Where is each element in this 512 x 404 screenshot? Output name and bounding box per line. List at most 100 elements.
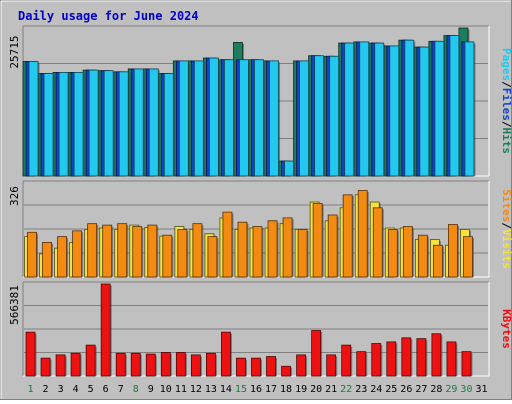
bar-bottom-kbytes-day-17: KBytes 17: 120000 [266,356,276,377]
bar-top-pages-day-10: Pages 10: 17800 [163,73,174,177]
bar-bottom-kbytes-day-2: KBytes 2: 110000 [40,357,51,377]
bar-bottom-kbytes-day-6: KBytes 6: 566381 [100,283,111,377]
x-tick-label-3: 3 [58,384,64,395]
bar-bottom-kbytes-day-24: KBytes 24: 200000 [371,343,382,377]
legend-item-hits: Hits [500,128,512,155]
bar-bottom-kbytes-day-29: KBytes 29: 210000 [446,341,457,377]
bar-top-pages-day-12: Pages 12: 20000 [193,60,204,177]
bar-bottom-kbytes-day-1: KBytes 1: 270000 [25,331,36,377]
bar-top-pages-day-25: Pages 25: 22600 [389,45,400,177]
bar-bottom-kbytes-day-5: KBytes 5: 190000 [85,344,96,377]
bar-middle-sites-day-1: Sites 1: 155 [27,231,37,278]
bar-top-pages-day-26: Pages 26: 23600 [404,39,415,177]
bar-top-pages-day-14: Pages 14: 20200 [224,59,234,177]
bar-top-pages-day-13: Pages 13: 20500 [209,57,219,177]
bar-bottom-kbytes-day-3: KBytes 3: 130000 [55,354,66,377]
bar-middle-sites-day-24: Sites 24: 240 [372,207,383,278]
bar-bottom-kbytes-day-10: KBytes 10: 145000 [160,352,171,377]
chart-panels: 25715Hits 1: 19900Hits 2: 17800Hits 3: 1… [8,25,512,377]
x-tick-label-27: 27 [415,384,427,395]
x-tick-label-14: 14 [220,384,232,395]
x-tick-label-4: 4 [73,384,79,395]
bar-bottom-kbytes-day-11: KBytes 11: 145000 [175,352,186,377]
bar-top-pages-day-24: Pages 24: 23100 [374,42,385,177]
bar-bottom-kbytes-day-21: KBytes 21: 130000 [326,354,337,377]
legend-item-files: Files [500,88,512,121]
bar-top-pages-day-11: Pages 11: 20000 [178,60,189,177]
bar-middle-sites-day-7: Sites 7: 185 [117,223,128,278]
x-tick-label-28: 28 [430,384,442,395]
x-tick-label-16: 16 [250,384,262,395]
x-tick-label-26: 26 [400,384,412,395]
bar-bottom-kbytes-day-27: KBytes 27: 230000 [416,338,427,377]
bar-top-pages-day-9: Pages 9: 18600 [148,68,159,177]
bar-bottom-kbytes-day-8: KBytes 8: 140000 [130,352,141,377]
x-tick-label-23: 23 [355,384,367,395]
legend-top: Pages/Files/Hits [500,48,512,154]
x-tick-label-1: 1 [28,384,34,395]
x-tick-label-5: 5 [88,384,94,395]
bar-bottom-kbytes-day-13: KBytes 13: 140000 [206,352,216,377]
bar-top-pages-day-19: Pages 19: 20000 [299,60,309,177]
bar-top-pages-day-29: Pages 29: 24400 [449,35,460,177]
bar-top-pages-day-15: Pages 15: 20200 [239,59,249,177]
bar-middle-sites-day-17: Sites 17: 195 [267,220,278,278]
bar-bottom-kbytes-day-23: KBytes 23: 150000 [356,351,367,377]
y-max-label: 25715 [8,35,21,68]
bar-bottom-kbytes-day-15: KBytes 15: 110000 [236,357,246,377]
legend-item-pages: Pages [500,48,512,81]
bar-middle-sites-day-11: Sites 11: 165 [177,229,188,278]
bar-top-pages-day-4: Pages 4: 18000 [73,72,84,177]
bar-middle-sites-day-25: Sites 25: 165 [387,229,398,278]
bar-top-pages-day-20: Pages 20: 20900 [314,55,325,177]
x-tick-label-19: 19 [295,384,307,395]
bar-top-pages-day-21: Pages 21: 20800 [329,55,340,177]
panel-bottom: 566381 KBytes 1: 270000 KBytes 2: 110000 KB… [8,281,512,377]
x-tick-label-8: 8 [133,384,139,395]
x-tick-label-20: 20 [310,384,322,395]
panel-middle: 326Visits 1: 140Visits 2: 80Visits 3: 10… [8,180,512,278]
bar-top-pages-day-22: Pages 22: 23100 [344,42,355,177]
legend-separator: / [500,222,512,229]
bar-bottom-kbytes-day-16: KBytes 16: 110000 [251,357,261,377]
bar-middle-sites-day-20: Sites 20: 255 [312,203,323,278]
x-tick-label-25: 25 [385,384,397,395]
bar-middle-sites-day-16: Sites 16: 175 [252,226,263,278]
x-tick-label-17: 17 [265,384,277,395]
x-tick-label-18: 18 [280,384,292,395]
panel-top: 25715Hits 1: 19900Hits 2: 17800Hits 3: 1… [8,25,512,177]
bar-middle-sites-day-13: Sites 13: 140 [207,236,218,278]
bar-middle-sites-day-30: Sites 30: 140 [463,236,473,278]
bar-top-pages-day-16: Pages 16: 20200 [254,59,264,177]
bar-bottom-kbytes-day-18: KBytes 18: 60000 [281,365,291,377]
legend-middle: Sites/Visits [500,189,512,269]
x-tick-label-31: 31 [475,384,487,395]
bar-bottom-kbytes-day-22: KBytes 22: 190000 [341,344,352,377]
bar-bottom-kbytes-day-20: KBytes 20: 280000 [311,330,322,377]
x-tick-label-29: 29 [445,384,457,395]
bar-top-pages-day-27: Pages 27: 22400 [419,46,430,177]
legend-separator: / [500,121,512,128]
bar-top-pages-day-1: Pages 1: 19900 [28,61,39,177]
bar-bottom-kbytes-day-28: KBytes 28: 260000 [431,333,442,377]
bar-bottom-kbytes-day-7: KBytes 7: 140000 [115,352,126,377]
bar-top-pages-day-28: Pages 28: 23400 [434,40,445,177]
legend-item-kbytes: KBytes [500,309,512,349]
x-axis-labels: 1 2 3 4 5 6 7 8 9 10 11 12 13 14 15 16 17 18 19 20 21 22 23 24 2… [28,384,488,395]
bar-middle-sites-day-26: Sites 26: 175 [402,226,413,278]
legend-text: KBytes [500,309,512,349]
bar-middle-sites-day-27: Sites 27: 145 [417,234,428,278]
bar-bottom-kbytes-day-4: KBytes 4: 140000 [70,352,81,377]
bar-middle-sites-day-29: Sites 29: 182 [448,224,458,278]
legend-text: Pages/Files/Hits [500,48,512,154]
bar-middle-sites-day-5: Sites 5: 185 [87,223,98,278]
x-tick-label-11: 11 [175,384,187,395]
bar-middle-sites-day-10: Sites 10: 145 [162,234,173,278]
bar-middle-sites-day-2: Sites 2: 120 [42,241,52,278]
bar-bottom-kbytes-day-14: KBytes 14: 270000 [221,331,231,377]
bar-top-pages-day-30: Pages 30: 23300 [464,41,475,177]
bar-bottom-kbytes-day-25: KBytes 25: 210000 [386,341,397,377]
x-tick-label-24: 24 [370,384,382,395]
